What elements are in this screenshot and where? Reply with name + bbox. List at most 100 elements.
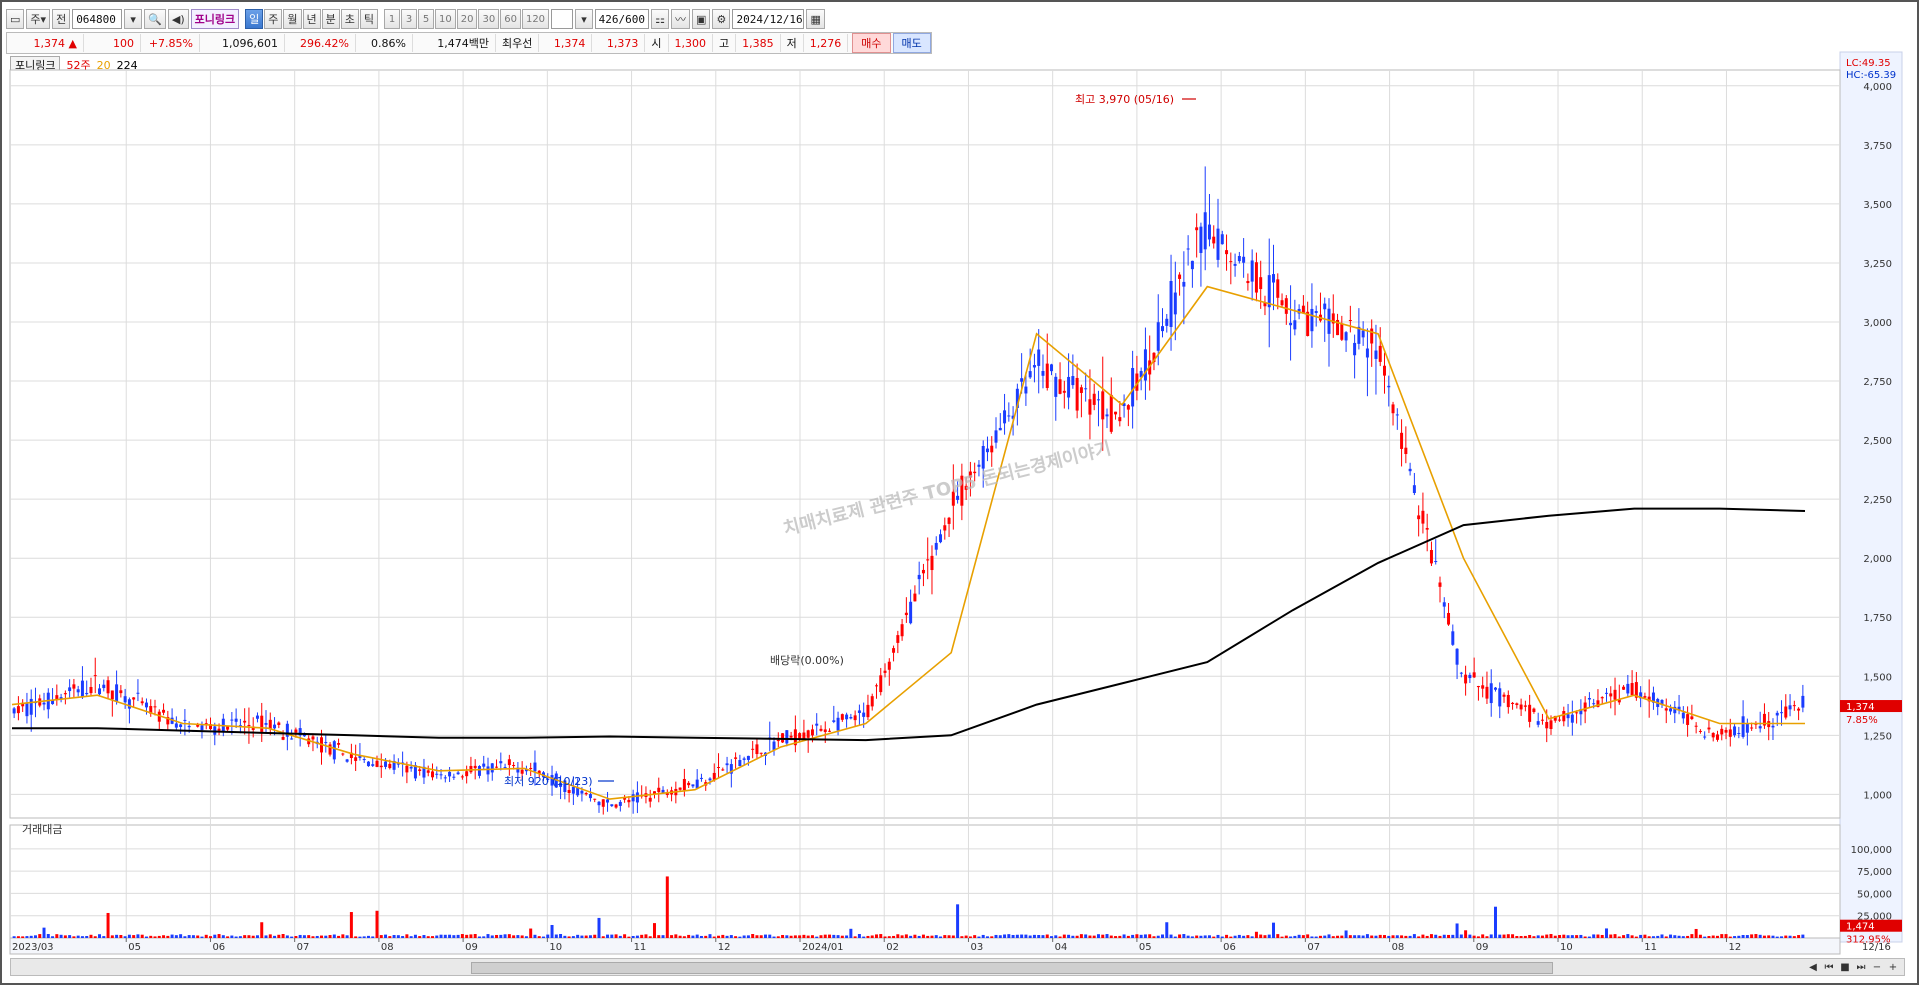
line-tool-icon[interactable]: 〰 [671,9,691,29]
volume-bar [418,936,422,938]
legend-ma-52w[interactable]: 52주 [66,59,91,72]
interval-button-1[interactable]: 1 [384,9,401,29]
candle-body [1720,728,1724,735]
period-tab-4[interactable]: 분 [321,9,340,29]
candle-body [985,448,989,453]
candle-body [59,697,63,699]
volume-bar [1711,935,1715,938]
period-tab-1[interactable]: 주 [264,9,283,29]
candle-body [1310,308,1314,332]
interval-button-20[interactable]: 20 [456,9,478,29]
candle-body [469,765,473,773]
interval-button-60[interactable]: 60 [500,9,521,29]
volume-bar [772,936,776,938]
indicator-icon[interactable]: ⚏ [651,9,670,29]
legend-ma-224[interactable]: 224 [116,58,138,72]
volume-bar [1143,934,1147,938]
zoom-in-icon[interactable]: + [1888,961,1898,973]
volume-bar [913,934,917,938]
volume-bar [640,934,644,938]
open-value: 1,300 [669,34,713,52]
save-icon[interactable]: ▣ [692,9,711,29]
interval-button-5[interactable]: 5 [418,9,435,29]
volume-tick-label: 50,000 [1857,889,1892,900]
volume-bar [1092,935,1096,938]
sell-button[interactable]: 매도 [892,33,931,53]
volume-bar [956,904,960,938]
sound-icon[interactable]: ◀) [167,9,189,29]
horizontal-scrollbar[interactable]: ◀ ⏮ ■ ⏭ − + [10,958,1905,976]
candle-body [1088,399,1092,415]
date-input[interactable]: 2024/12/16 [732,9,805,29]
volume-bar [870,935,874,938]
interval-input[interactable] [551,9,574,29]
volume-bar [179,934,183,938]
volume-bar [1135,934,1139,938]
zoom-out-icon[interactable]: − [1872,961,1882,973]
candle-body [93,675,97,677]
volume-bar [1387,935,1391,938]
interval-button-30[interactable]: 30 [478,9,500,29]
period-tab-6[interactable]: 틱 [359,9,379,29]
buy-button[interactable]: 매수 [852,33,891,53]
candle-body [951,491,955,506]
volume-bar [1442,934,1446,938]
volume-bar [1502,934,1506,938]
volume-bar [268,934,272,938]
interval-dropdown-icon[interactable]: ▾ [575,9,594,29]
volume-bar [1037,935,1041,938]
gear-icon[interactable]: ⚙ [712,9,731,29]
candle-body [968,471,972,478]
interval-button-10[interactable]: 10 [435,9,456,29]
candle-body [1327,308,1331,334]
volume-bar [1733,936,1737,938]
candle-body [870,696,874,707]
scroll-left-icon[interactable]: ◀ [1809,961,1817,973]
layout-icon[interactable]: ▭ [6,9,25,29]
volume-bar [127,934,131,938]
volume-bar [1348,935,1352,938]
candle-body [1451,631,1455,645]
period-tab-0[interactable]: 일 [245,9,264,29]
rewind-icon[interactable]: ⏮ [1824,961,1834,973]
period-tab-2[interactable]: 월 [283,9,302,29]
candle-body [1592,703,1596,705]
candle-body [1694,725,1698,727]
volume-bar [879,934,883,938]
candle-body [943,525,947,531]
candle-body [1143,349,1147,381]
volume-bar [68,935,72,938]
count-input[interactable]: 426/600 [595,9,650,29]
scroll-thumb[interactable] [471,962,1553,974]
code-input[interactable]: 064800 [72,9,123,29]
period-tab-5[interactable]: 초 [340,9,359,29]
candle-body [21,702,25,707]
x-tick-label: 05 [128,942,141,953]
candle-body [1242,256,1246,263]
stock-name-button[interactable]: 포니링크 [190,9,240,29]
market-select[interactable]: 주 ▾ [26,9,51,29]
candle-body [1062,390,1066,393]
interval-button-120[interactable]: 120 [521,9,550,29]
volume-bar [1429,934,1433,938]
candle-body [1536,721,1540,725]
volume-bar [529,928,533,938]
candle-body [418,769,422,772]
code-dropdown-icon[interactable]: ▾ [124,9,143,29]
prev-button[interactable]: 전 [52,9,71,29]
interval-button-3[interactable]: 3 [401,9,418,29]
stop-icon[interactable]: ■ [1840,961,1850,973]
candle-body [520,769,524,774]
volume-bar [29,935,33,938]
calendar-icon[interactable]: ▦ [806,9,825,29]
candle-body [1417,515,1421,520]
search-icon[interactable]: 🔍 [144,9,166,29]
period-tab-3[interactable]: 년 [302,9,321,29]
forward-icon[interactable]: ⏭ [1856,961,1866,973]
volume-bar [618,935,622,938]
volume-bar [320,935,324,938]
candle-body [127,699,131,709]
candle-body [614,804,618,808]
legend-ma-20[interactable]: 20 [96,58,111,72]
